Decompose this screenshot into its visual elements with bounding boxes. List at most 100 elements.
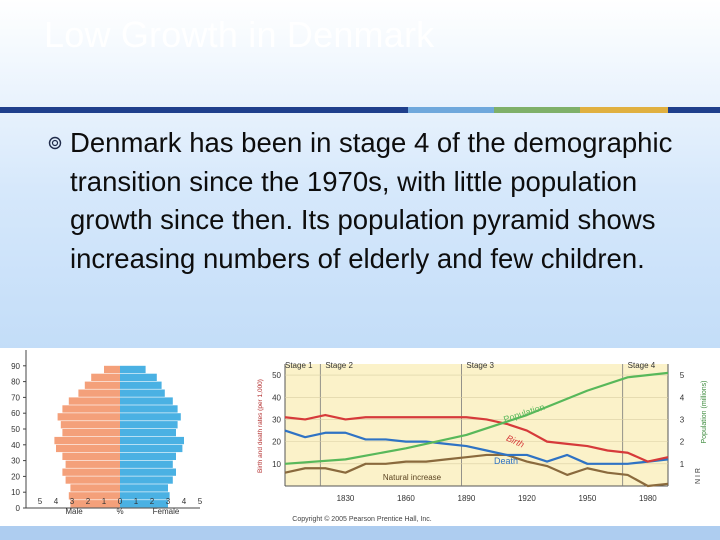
- pyramid-percent-label: %: [116, 507, 123, 516]
- pyramid-female-bar: [120, 381, 162, 389]
- accent-bar-lightblue: [408, 107, 494, 113]
- pyramid-age-tick: 80: [11, 378, 20, 387]
- pyramid-male-bar: [78, 389, 120, 397]
- pyramid-age-tick: 30: [11, 457, 20, 466]
- transition-left-axis-label: Birth and death rates (per 1,000): [257, 379, 264, 473]
- accent-bar-green: [494, 107, 580, 113]
- pyramid-x-tick: 2: [150, 497, 155, 506]
- pyramid-female-bar: [120, 460, 173, 468]
- pyramid-age-tick: 0: [16, 504, 21, 513]
- pyramid-x-tick: 5: [198, 497, 203, 506]
- copyright-text: Copyright © 2005 Pearson Prentice Hall, …: [292, 515, 431, 523]
- death-label: Death: [494, 456, 518, 466]
- pyramid-x-tick: 4: [182, 497, 187, 506]
- pyramid-age-tick: 90: [11, 362, 20, 371]
- pyramid-age-tick: 10: [11, 488, 20, 497]
- pyramid-x-tick: 5: [38, 497, 43, 506]
- pyramid-male-bar: [62, 452, 120, 460]
- stage-label: Stage 3: [466, 361, 494, 370]
- stage-label: Stage 2: [325, 361, 353, 370]
- pyramid-male-bar: [70, 500, 120, 508]
- pyramid-female-bar: [120, 421, 178, 429]
- pyramid-male-bar: [56, 444, 120, 453]
- pyramid-male-bar: [62, 405, 120, 413]
- transition-right-tick: 2: [680, 438, 685, 447]
- pyramid-female-bar: [120, 452, 176, 460]
- pyramid-male-bar: [70, 484, 120, 492]
- bottom-band: [0, 526, 720, 540]
- stage-label: Stage 1: [285, 361, 313, 370]
- pyramid-x-tick: 2: [86, 497, 91, 506]
- pyramid-female-bar: [120, 397, 173, 405]
- transition-right-tick: 3: [680, 415, 685, 424]
- accent-bar-gold: [580, 107, 668, 113]
- accent-bar-navy: [0, 107, 408, 113]
- nir-label: N I R: [695, 468, 702, 484]
- transition-x-tick: 1980: [639, 494, 657, 503]
- stage-label: Stage 4: [628, 361, 656, 370]
- pyramid-male-bar: [62, 468, 120, 476]
- pyramid-female-bar: [120, 468, 176, 476]
- transition-x-tick: 1830: [337, 494, 355, 503]
- ring-bullet-icon: [48, 136, 62, 155]
- population-line: [284, 371, 669, 465]
- bullet-text: Denmark has been in stage 4 of the demog…: [70, 127, 673, 274]
- pyramid-x-tick: 1: [102, 497, 107, 506]
- slide-title: Low Growth in Denmark: [44, 14, 435, 55]
- demographic-transition-chart: Stage 1 Stage 2 Stage 3 Stage 4 50 40 30 20 10 5 4…: [235, 348, 720, 526]
- natural-increase-label: Natural increase: [383, 473, 442, 482]
- pyramid-female-bar: [120, 373, 157, 381]
- demographic-figure: 90 80 70 60 50 40 30 20 10 0 5 4 3 2 1 0 1 2 3 4 5 Male% Femal…: [0, 348, 720, 526]
- transition-left-tick: 20: [272, 438, 281, 447]
- pyramid-male-bar: [65, 460, 120, 468]
- pyramid-x-tick: 1: [134, 497, 139, 506]
- pyramid-female-bar: [120, 500, 168, 508]
- transition-right-tick: 4: [680, 393, 685, 402]
- transition-right-tick: 5: [680, 371, 685, 380]
- pyramid-male-bar: [57, 413, 120, 421]
- pyramid-male-bar: [54, 436, 120, 445]
- birth-rate-line: [284, 413, 669, 463]
- pyramid-male-bar: [91, 373, 120, 381]
- pyramid-male-bar: [62, 429, 120, 437]
- pyramid-x-tick: 3: [70, 497, 75, 506]
- transition-left-tick: 30: [272, 415, 281, 424]
- natural-increase-line: [284, 453, 669, 488]
- pyramid-age-tick: 60: [11, 409, 20, 418]
- pyramid-male-bar: [104, 365, 120, 374]
- pyramid-female-bar: [120, 429, 176, 437]
- pyramid-female-bar: [120, 492, 170, 500]
- accent-bars: [0, 107, 720, 113]
- pyramid-female-bar: [120, 389, 165, 397]
- pyramid-female-bar: [120, 484, 168, 492]
- transition-left-tick: 50: [272, 371, 281, 380]
- transition-x-tick: 1890: [458, 494, 476, 503]
- accent-bar-navy-end: [668, 107, 720, 113]
- bullet-list: Denmark has been in stage 4 of the demog…: [48, 124, 688, 278]
- pyramid-female-bar: [120, 436, 184, 445]
- pyramid-male-bar: [84, 381, 120, 389]
- pyramid-age-tick: 70: [11, 393, 20, 402]
- pyramid-female-bar: [120, 444, 183, 453]
- pyramid-male-bar: [68, 492, 120, 500]
- pyramid-x-tick: 4: [54, 497, 59, 506]
- pyramid-age-tick: 20: [11, 472, 20, 481]
- pyramid-x-tick: 3: [166, 497, 171, 506]
- pyramid-x-tick: 0: [118, 497, 123, 506]
- transition-left-tick: 10: [272, 460, 281, 469]
- pyramid-female-bar: [120, 405, 178, 413]
- pyramid-male-bar: [65, 476, 120, 484]
- pyramid-male-label: Male: [65, 507, 83, 516]
- pyramid-female-bar: [120, 476, 173, 484]
- transition-x-tick: 1860: [397, 494, 415, 503]
- pyramid-age-tick: 40: [11, 441, 20, 450]
- transition-left-tick: 40: [272, 393, 281, 402]
- transition-x-tick: 1920: [518, 494, 536, 503]
- transition-right-axis-label: Population (millions): [701, 380, 708, 443]
- pyramid-male-bar: [68, 397, 120, 405]
- pyramid-female-bar: [120, 413, 181, 421]
- pyramid-age-tick: 50: [11, 425, 20, 434]
